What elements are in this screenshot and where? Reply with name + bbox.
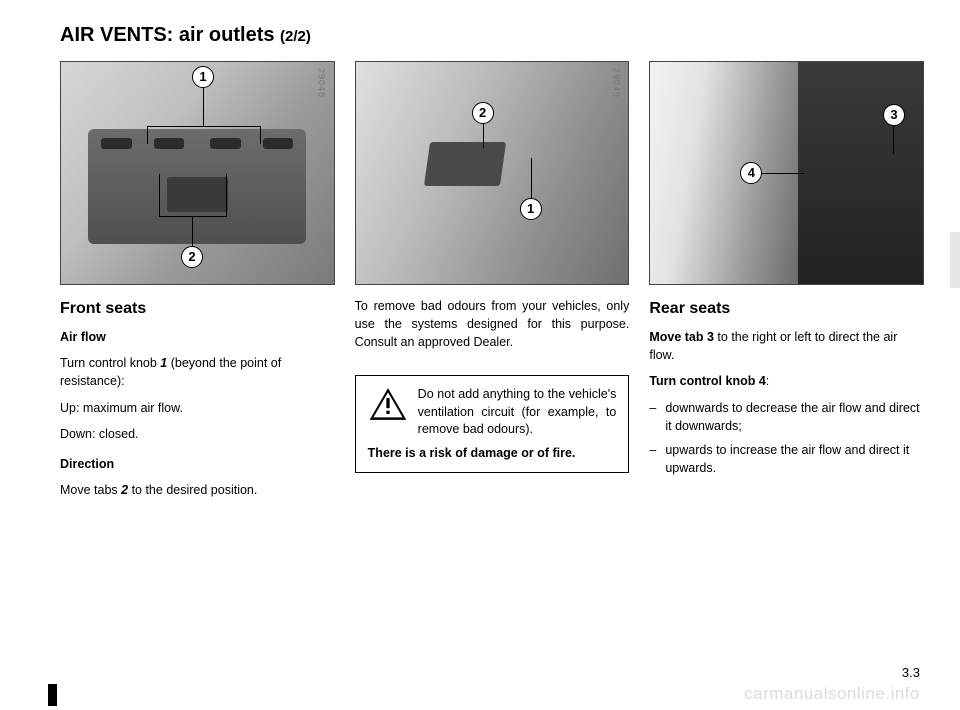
- watermark: carmanualsonline.info: [744, 684, 920, 704]
- callout-4: 4: [740, 162, 762, 184]
- warning-icon: [368, 386, 408, 422]
- seatback-graphic: [798, 62, 923, 284]
- vent-graphic: [210, 138, 241, 150]
- figure-side-vent: 29049 2 1: [355, 61, 630, 285]
- section-tab: [950, 232, 960, 288]
- title-main: AIR VENTS: air outlets: [60, 24, 280, 46]
- heading-front-seats: Front seats: [60, 297, 335, 320]
- callout-line: [260, 126, 261, 144]
- warning-text-1: Do not add anything to the vehicle's ven…: [418, 386, 617, 439]
- callout-2: 2: [472, 102, 494, 124]
- callout-line: [531, 158, 532, 198]
- text-turn-knob: Turn control knob 1 (beyond the point of…: [60, 354, 335, 390]
- callout-1: 1: [520, 198, 542, 220]
- col-advice: 29049 2 1 To remove bad odours from your…: [355, 61, 630, 507]
- text-move-tabs: Move tabs 2 to the desired position.: [60, 481, 335, 499]
- dashboard-graphic: [88, 129, 306, 244]
- callout-line: [147, 126, 148, 144]
- columns: 29048 1 2: [60, 61, 924, 507]
- callout-2: 2: [181, 246, 203, 268]
- crop-mark: [48, 684, 57, 706]
- text-bold: Turn control knob 4: [649, 374, 765, 388]
- text-down: Down: closed.: [60, 425, 335, 443]
- callout-line: [762, 173, 804, 174]
- list-item: upwards to increase the air flow and dir…: [649, 441, 924, 477]
- text-turn-knob4: Turn control knob 4:: [649, 372, 924, 390]
- figure-code: 29048: [315, 68, 328, 98]
- page-number: 3.3: [902, 665, 920, 680]
- subhead-airflow: Air flow: [60, 328, 335, 346]
- console-graphic: [167, 177, 228, 212]
- callout-1: 1: [192, 66, 214, 88]
- figure-rear-seat: 29050 3 4: [649, 61, 924, 285]
- callout-line: [147, 126, 261, 127]
- text-move-tab3: Move tab 3 to the right or left to direc…: [649, 328, 924, 364]
- col-front-seats: 29048 1 2: [60, 61, 335, 507]
- callout-3: 3: [883, 104, 905, 126]
- subhead-direction: Direction: [60, 455, 335, 473]
- text-up: Up: maximum air flow.: [60, 399, 335, 417]
- vent-graphic: [423, 142, 506, 186]
- figure-dashboard: 29048 1 2: [60, 61, 335, 285]
- text: to the desired position.: [128, 483, 257, 497]
- text: Turn control knob: [60, 356, 160, 370]
- text-odour-advice: To remove bad odours from your vehicles,…: [355, 297, 630, 351]
- list-item: downwards to decrease the air flow and d…: [649, 399, 924, 435]
- callout-line: [483, 124, 484, 148]
- list-knob4: downwards to decrease the air flow and d…: [649, 399, 924, 484]
- warning-row: Do not add anything to the vehicle's ven…: [368, 386, 617, 439]
- callout-line: [203, 88, 204, 126]
- callout-line: [159, 174, 160, 216]
- warning-box: Do not add anything to the vehicle's ven…: [355, 375, 630, 473]
- text: :: [766, 374, 769, 388]
- title-sub: (2/2): [280, 28, 311, 45]
- callout-line: [893, 126, 894, 154]
- warning-text-2: There is a risk of damage or of fire.: [368, 445, 617, 463]
- callout-line: [192, 216, 193, 246]
- manual-page: AIR VENTS: air outlets (2/2) 29048 1: [0, 0, 960, 710]
- callout-line: [159, 216, 227, 217]
- vent-graphic: [154, 138, 185, 150]
- heading-rear-seats: Rear seats: [649, 297, 924, 320]
- col-rear-seats: 29050 3 4 Rear seats Move tab 3 to the r…: [649, 61, 924, 507]
- text: Move tabs: [60, 483, 121, 497]
- vent-graphic: [263, 138, 294, 150]
- callout-line: [226, 174, 227, 216]
- figure-code: 29049: [609, 68, 622, 98]
- page-title: AIR VENTS: air outlets (2/2): [60, 24, 924, 47]
- text-bold: Move tab 3: [649, 330, 714, 344]
- vent-graphic: [101, 138, 132, 150]
